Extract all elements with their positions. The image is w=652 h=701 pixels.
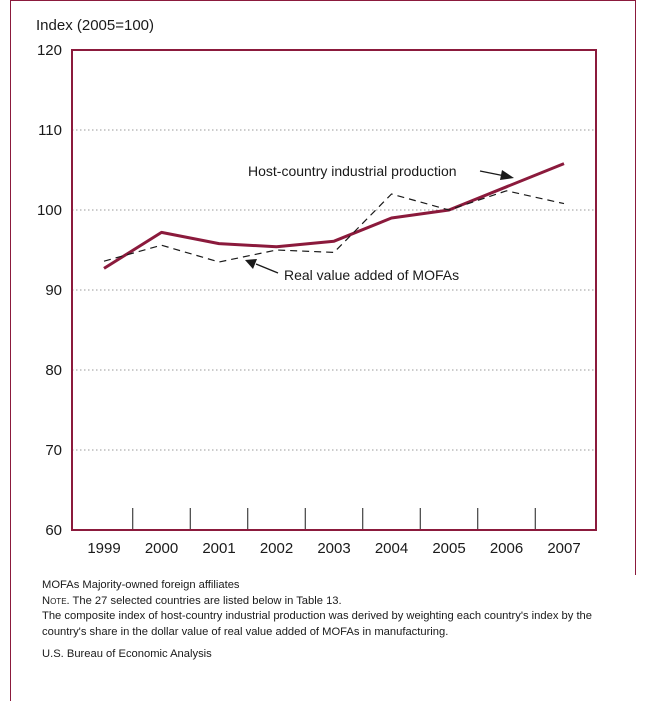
note-label: Note. — [42, 594, 70, 607]
y-tick-label: 70 — [45, 442, 62, 459]
x-tick-label: 2007 — [547, 540, 580, 557]
note-text: The 27 selected countries are listed bel… — [69, 594, 342, 607]
x-tick-label: 2002 — [260, 540, 293, 557]
x-tick-labels: 1999 2000 2001 2002 2003 2004 2005 2006 2007 — [87, 540, 580, 557]
host-series-label: Host-country industrial production — [248, 163, 457, 179]
abbreviation-note: MOFAs Majority-owned foreign affiliates — [42, 579, 240, 591]
y-tick-label: 120 — [37, 42, 62, 59]
x-tick-label: 2001 — [202, 540, 235, 557]
y-tick-label: 80 — [45, 362, 62, 379]
host-series-arrow-line — [479, 170, 506, 177]
gridlines — [72, 129, 596, 451]
line-chart: Index (2005=100) 60 70 80 90 100 110 120 1999 2… — [36, 17, 597, 557]
x-tick-label: 1999 — [87, 540, 120, 557]
y-tick-label: 100 — [37, 202, 62, 219]
mofa-series-arrow-line — [255, 263, 279, 274]
mofa-series-label: Real value added of MOFAs — [284, 267, 459, 283]
y-tick-label: 60 — [45, 522, 62, 539]
x-tick-label: 2005 — [432, 540, 465, 557]
y-tick-label: 90 — [45, 282, 62, 299]
y-tick-labels: 60 70 80 90 100 110 120 — [37, 42, 62, 539]
mofa-series-arrowhead — [245, 259, 257, 269]
composite-index-note: The composite index of host-country indu… — [42, 610, 593, 638]
x-tick-label: 2004 — [375, 540, 408, 557]
plot-area-border — [71, 49, 597, 531]
y-tick-label: 110 — [38, 122, 62, 139]
frame-left-border — [10, 0, 11, 701]
chart-notes: MOFAs Majority-owned foreign affiliates … — [42, 578, 602, 663]
source-line: U.S. Bureau of Economic Analysis — [42, 648, 212, 660]
x-tick-label: 2006 — [490, 540, 523, 557]
frame-right-border — [635, 0, 636, 575]
mofa-series-annotation: Real value added of MOFAs — [245, 259, 459, 283]
host-series-annotation: Host-country industrial production — [248, 163, 514, 180]
series-lines — [103, 162, 565, 270]
y-axis-title: Index (2005=100) — [36, 17, 154, 34]
host-industrial-production-line — [103, 162, 565, 270]
frame-top-border — [10, 0, 636, 1]
general-note: Note. The 27 selected countries are list… — [42, 594, 602, 610]
x-tick-marks — [132, 508, 536, 530]
mofa-value-added-line — [103, 190, 565, 263]
x-tick-label: 2003 — [317, 540, 350, 557]
host-series-arrowhead — [500, 170, 514, 180]
x-tick-label: 2000 — [145, 540, 178, 557]
